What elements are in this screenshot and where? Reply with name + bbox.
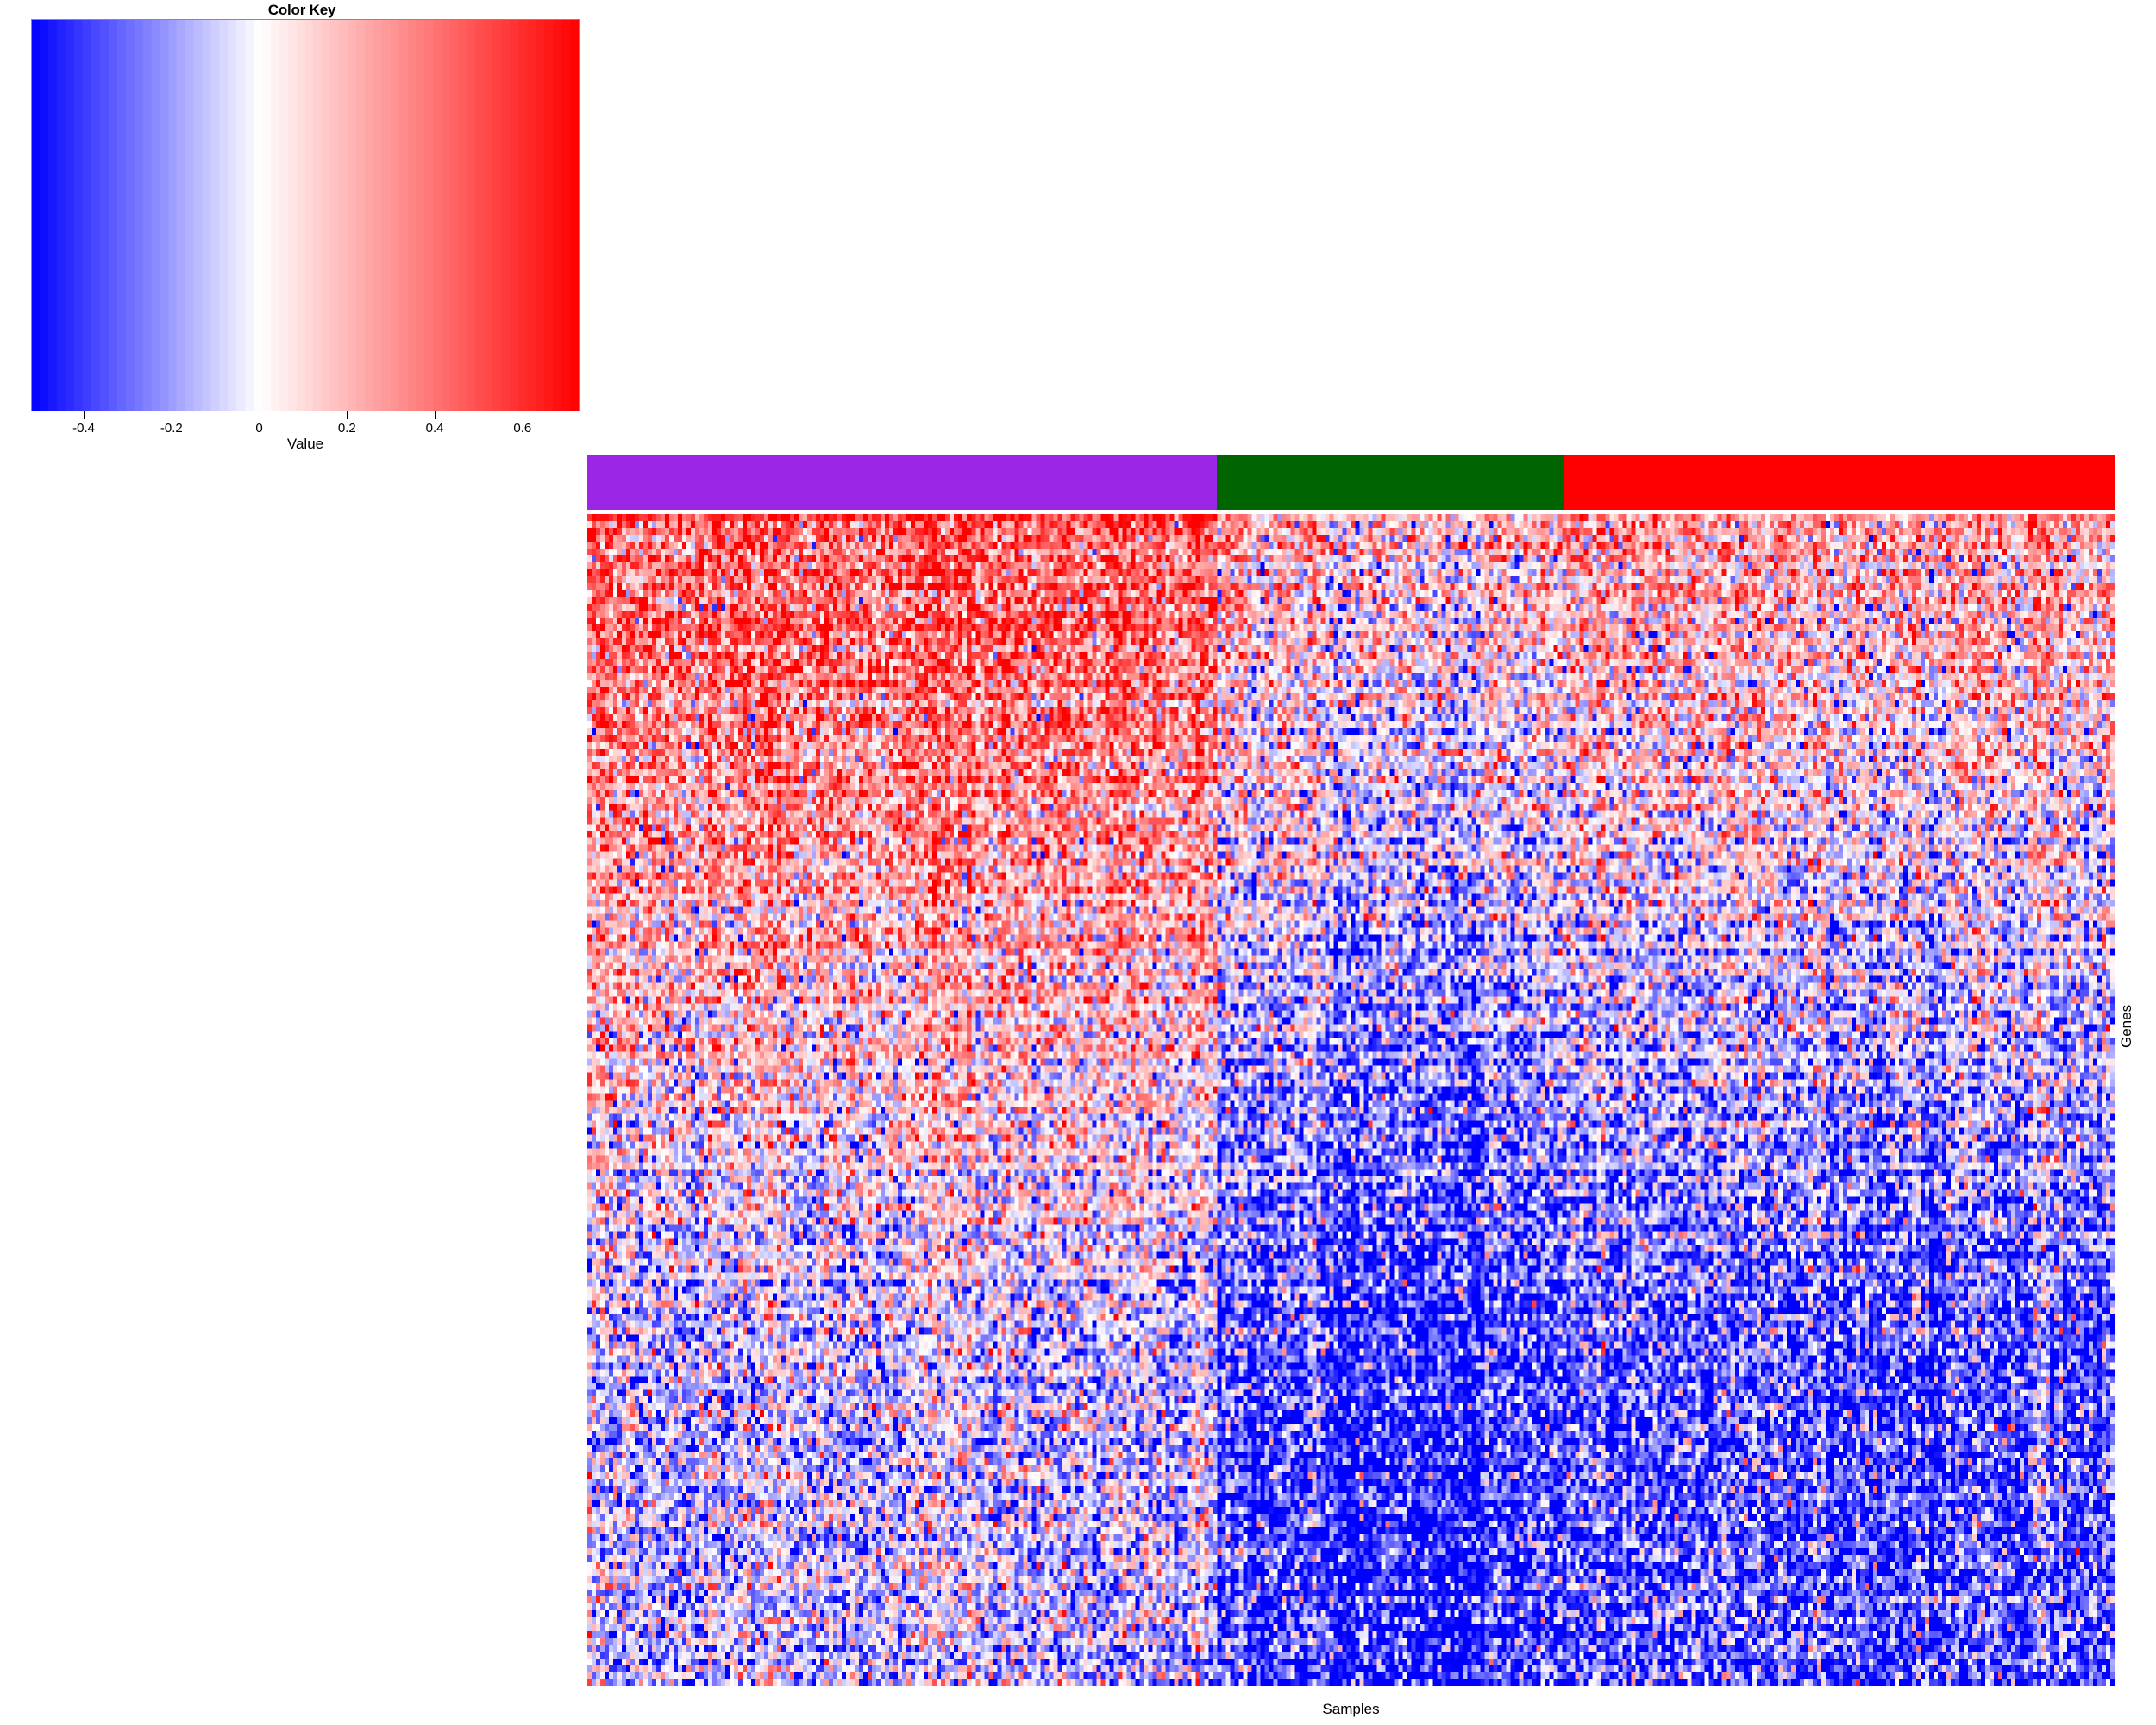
color-key-tick xyxy=(84,411,85,419)
heatmap-x-axis-label: Samples xyxy=(1322,1701,1380,1717)
column-annotation-bar xyxy=(587,455,2115,510)
color-key-tick xyxy=(435,411,436,419)
color-key-tick xyxy=(347,411,348,419)
color-key-gradient-canvas xyxy=(32,20,579,411)
color-key-tick-label: 0.2 xyxy=(337,421,356,436)
heatmap-y-axis-label: Genes xyxy=(2118,1004,2134,1048)
heatmap-body xyxy=(587,514,2115,1686)
color-key-tick-label: -0.2 xyxy=(160,421,183,436)
color-key-tick-label: 0 xyxy=(255,421,263,436)
color-key-axis-title: Value xyxy=(286,436,324,452)
color-key-gradient-bar xyxy=(31,19,580,411)
heatmap-canvas xyxy=(587,514,2115,1686)
color-key-title: Color Key xyxy=(267,2,336,18)
color-key-axis: -0.4 -0.2 0 0.2 0.4 0.6 xyxy=(31,411,580,449)
column-annotation-group-purple xyxy=(587,455,1217,510)
column-annotation-group-green xyxy=(1216,455,1565,510)
column-annotation-group-red xyxy=(1564,455,2115,510)
color-key-panel: Color Key -0.4 -0.2 0 0.2 0.4 0.6 Value xyxy=(0,0,604,452)
color-key-tick-label: 0.4 xyxy=(425,421,444,436)
color-key-tick-label: -0.4 xyxy=(72,421,95,436)
color-key-tick-label: 0.6 xyxy=(513,421,532,436)
heatmap-panel xyxy=(587,455,2115,1686)
